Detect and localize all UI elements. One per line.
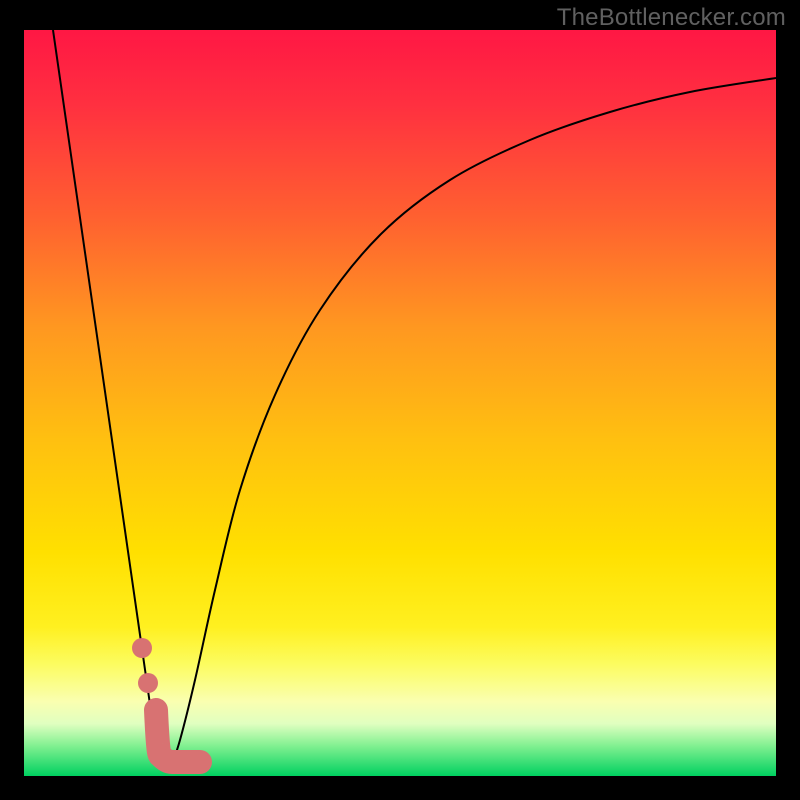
bottleneck-chart: [0, 0, 800, 800]
chart-root: TheBottlenecker.com: [0, 0, 800, 800]
marker-dot: [132, 638, 152, 658]
frame-border-right: [776, 0, 800, 800]
frame-border-bottom: [0, 776, 800, 800]
watermark-text: TheBottlenecker.com: [557, 4, 786, 32]
gradient-background: [24, 30, 776, 776]
marker-dot: [138, 673, 158, 693]
frame-border-left: [0, 0, 24, 800]
